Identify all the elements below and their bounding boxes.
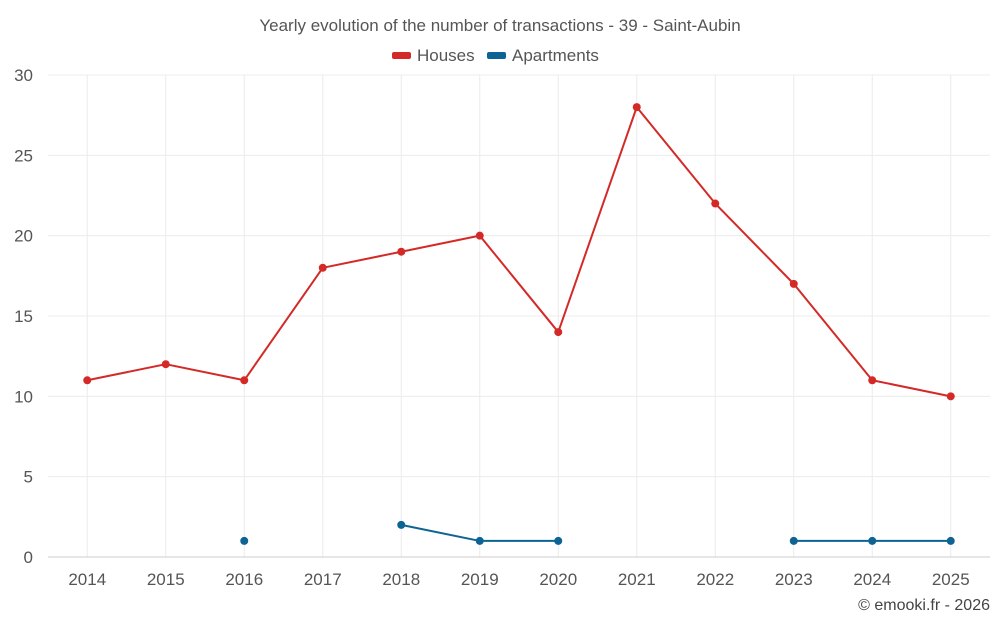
data-point-houses-2020[interactable] xyxy=(554,328,563,337)
x-tick-label: 2024 xyxy=(853,570,891,589)
y-tick-label: 5 xyxy=(24,468,33,487)
series-line-houses xyxy=(871,379,952,398)
x-tick-label: 2021 xyxy=(618,570,656,589)
data-point-houses-2015[interactable] xyxy=(161,360,170,369)
data-point-apartments-2016[interactable] xyxy=(240,536,249,545)
series-line-houses xyxy=(557,106,638,334)
data-point-houses-2022[interactable] xyxy=(711,199,720,208)
y-tick-label: 25 xyxy=(14,146,33,165)
legend-label-apartments: Apartments xyxy=(512,46,599,65)
data-point-apartments-2025[interactable] xyxy=(946,536,955,545)
data-point-houses-2024[interactable] xyxy=(868,376,877,385)
x-tick-label: 2023 xyxy=(775,570,813,589)
x-tick-label: 2019 xyxy=(461,570,499,589)
data-point-houses-2016[interactable] xyxy=(240,376,249,385)
data-point-apartments-2023[interactable] xyxy=(789,536,798,545)
data-point-houses-2021[interactable] xyxy=(632,103,641,112)
series-line-apartments xyxy=(400,523,481,542)
legend-swatch-houses xyxy=(392,52,411,59)
series-line-houses xyxy=(321,250,403,269)
y-axis-ticks: 0 5 10 15 20 25 30 xyxy=(14,66,33,567)
data-point-houses-2017[interactable] xyxy=(318,263,327,272)
x-tick-label: 2018 xyxy=(382,570,420,589)
y-tick-label: 10 xyxy=(14,387,33,406)
grid xyxy=(48,74,990,558)
data-point-apartments-2020[interactable] xyxy=(554,536,563,545)
legend: Houses Apartments xyxy=(392,46,599,65)
x-tick-label: 2022 xyxy=(696,570,734,589)
x-tick-label: 2015 xyxy=(147,570,185,589)
series-line-houses xyxy=(478,234,560,334)
legend-item-houses[interactable]: Houses xyxy=(392,46,475,65)
y-tick-label: 15 xyxy=(14,307,33,326)
series-line-houses xyxy=(400,234,481,253)
x-axis-ticks: 2014 2015 2016 2017 2018 2019 2020 2021 2022 2023… xyxy=(68,570,969,589)
y-tick-label: 30 xyxy=(14,66,33,85)
series xyxy=(83,103,955,545)
x-tick-label: 2017 xyxy=(304,570,342,589)
legend-label-houses: Houses xyxy=(417,46,475,65)
x-tick-label: 2014 xyxy=(68,570,106,589)
data-point-houses-2023[interactable] xyxy=(789,279,798,288)
data-point-apartments-2018[interactable] xyxy=(397,520,406,529)
series-line-houses xyxy=(86,363,167,382)
series-line-houses xyxy=(635,106,717,205)
y-tick-label: 20 xyxy=(14,227,33,246)
data-point-apartments-2019[interactable] xyxy=(475,536,484,545)
legend-item-apartments[interactable]: Apartments xyxy=(487,46,599,65)
y-tick-label: 0 xyxy=(24,548,33,567)
data-point-houses-2025[interactable] xyxy=(946,392,955,401)
data-point-houses-2014[interactable] xyxy=(83,376,92,385)
series-line-houses xyxy=(164,363,246,382)
x-tick-label: 2025 xyxy=(932,570,970,589)
series-line-houses xyxy=(714,202,795,285)
data-point-apartments-2024[interactable] xyxy=(868,536,877,545)
x-tick-label: 2016 xyxy=(225,570,263,589)
data-point-houses-2018[interactable] xyxy=(397,247,406,256)
data-point-houses-2019[interactable] xyxy=(475,231,484,240)
credit-text: © emooki.fr - 2026 xyxy=(858,597,990,614)
legend-swatch-apartments xyxy=(487,52,506,59)
x-tick-label: 2020 xyxy=(539,570,577,589)
series-line-houses xyxy=(243,266,324,382)
chart-title: Yearly evolution of the number of transa… xyxy=(259,16,740,35)
series-line-houses xyxy=(792,282,874,382)
